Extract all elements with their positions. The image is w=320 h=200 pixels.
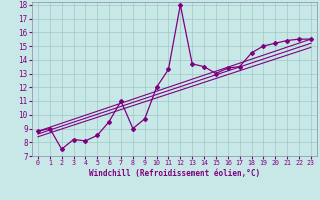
X-axis label: Windchill (Refroidissement éolien,°C): Windchill (Refroidissement éolien,°C)	[89, 169, 260, 178]
